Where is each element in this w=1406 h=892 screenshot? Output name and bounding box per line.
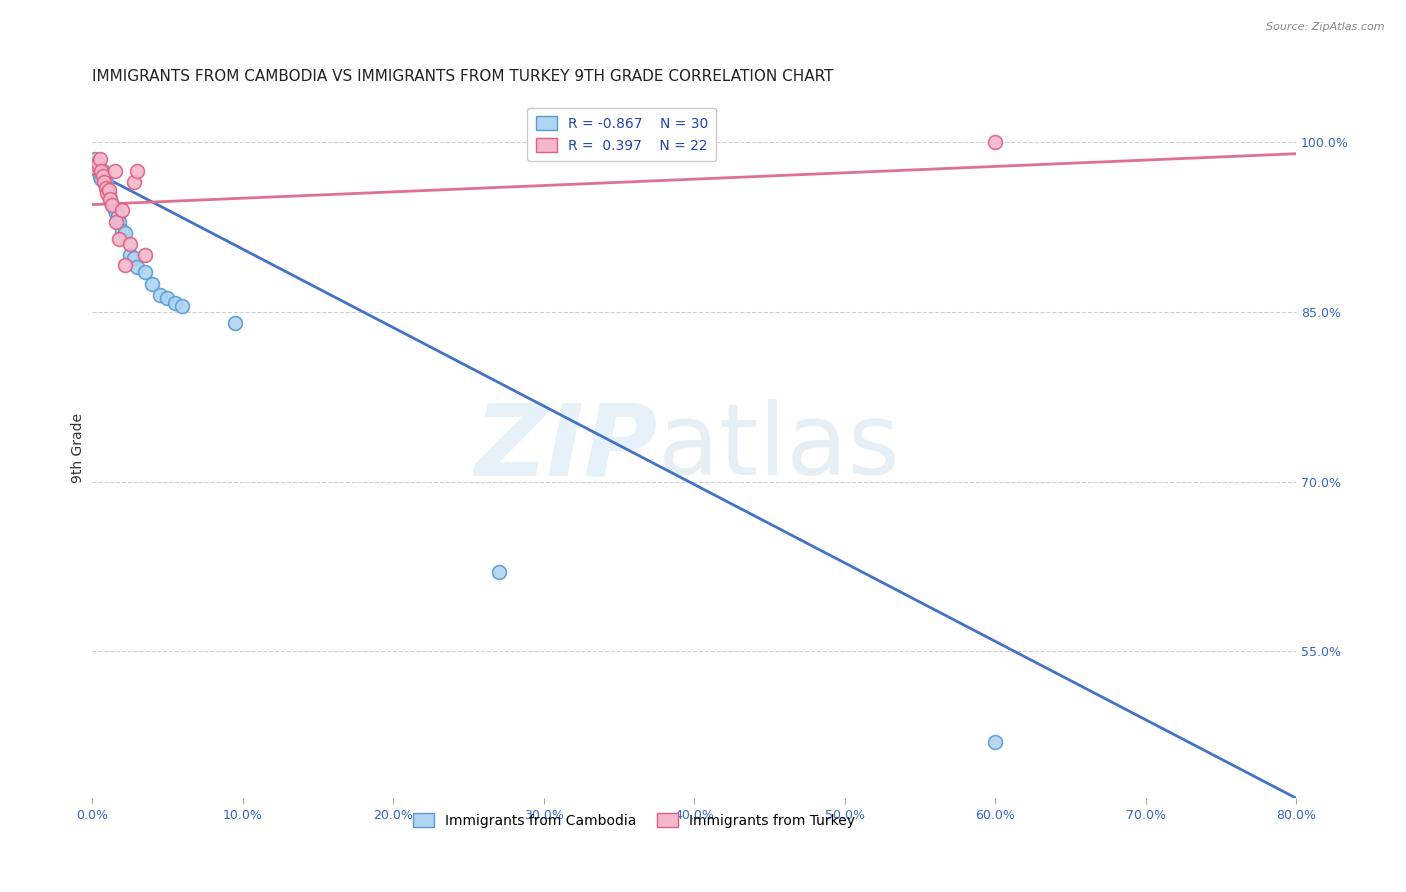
Text: atlas: atlas — [658, 399, 900, 496]
Point — [87, 155, 110, 169]
Point — [86, 158, 108, 172]
Point — [90, 163, 112, 178]
Point — [488, 565, 510, 579]
Point — [134, 265, 156, 279]
Point — [98, 192, 121, 206]
Point — [984, 734, 1007, 748]
Text: Source: ZipAtlas.com: Source: ZipAtlas.com — [1267, 22, 1385, 32]
Point — [104, 203, 127, 218]
Point — [118, 248, 141, 262]
Point — [114, 258, 136, 272]
Point — [127, 260, 149, 274]
Point — [118, 237, 141, 252]
Point — [90, 171, 112, 186]
Y-axis label: 9th Grade: 9th Grade — [72, 413, 86, 483]
Point — [91, 163, 114, 178]
Text: IMMIGRANTS FROM CAMBODIA VS IMMIGRANTS FROM TURKEY 9TH GRADE CORRELATION CHART: IMMIGRANTS FROM CAMBODIA VS IMMIGRANTS F… — [93, 69, 834, 84]
Point — [105, 214, 128, 228]
Point — [96, 186, 118, 201]
Point — [156, 292, 179, 306]
Point — [100, 197, 122, 211]
Point — [124, 175, 146, 189]
Point — [94, 180, 117, 194]
Point — [86, 158, 108, 172]
Point — [96, 180, 118, 194]
Point — [141, 277, 163, 291]
Point — [93, 175, 115, 189]
Point — [163, 296, 186, 310]
Point — [87, 163, 110, 178]
Point — [134, 248, 156, 262]
Point — [97, 186, 120, 201]
Point — [100, 197, 122, 211]
Point — [98, 192, 121, 206]
Point — [108, 214, 131, 228]
Point — [84, 161, 107, 175]
Point — [127, 163, 149, 178]
Point — [108, 231, 131, 245]
Point — [104, 163, 127, 178]
Point — [97, 183, 120, 197]
Point — [105, 205, 128, 219]
Point — [89, 153, 111, 167]
Point — [89, 169, 111, 184]
Text: ZIP: ZIP — [475, 399, 658, 496]
Point — [94, 175, 117, 189]
Point — [84, 153, 107, 167]
Point — [172, 299, 194, 313]
Point — [124, 251, 146, 265]
Point — [93, 167, 115, 181]
Point — [111, 224, 134, 238]
Point — [114, 226, 136, 240]
Point — [149, 288, 172, 302]
Point — [984, 136, 1007, 150]
Legend: Immigrants from Cambodia, Immigrants from Turkey: Immigrants from Cambodia, Immigrants fro… — [408, 807, 860, 833]
Point — [91, 169, 114, 184]
Point — [224, 316, 246, 330]
Point — [107, 209, 129, 223]
Point — [111, 203, 134, 218]
